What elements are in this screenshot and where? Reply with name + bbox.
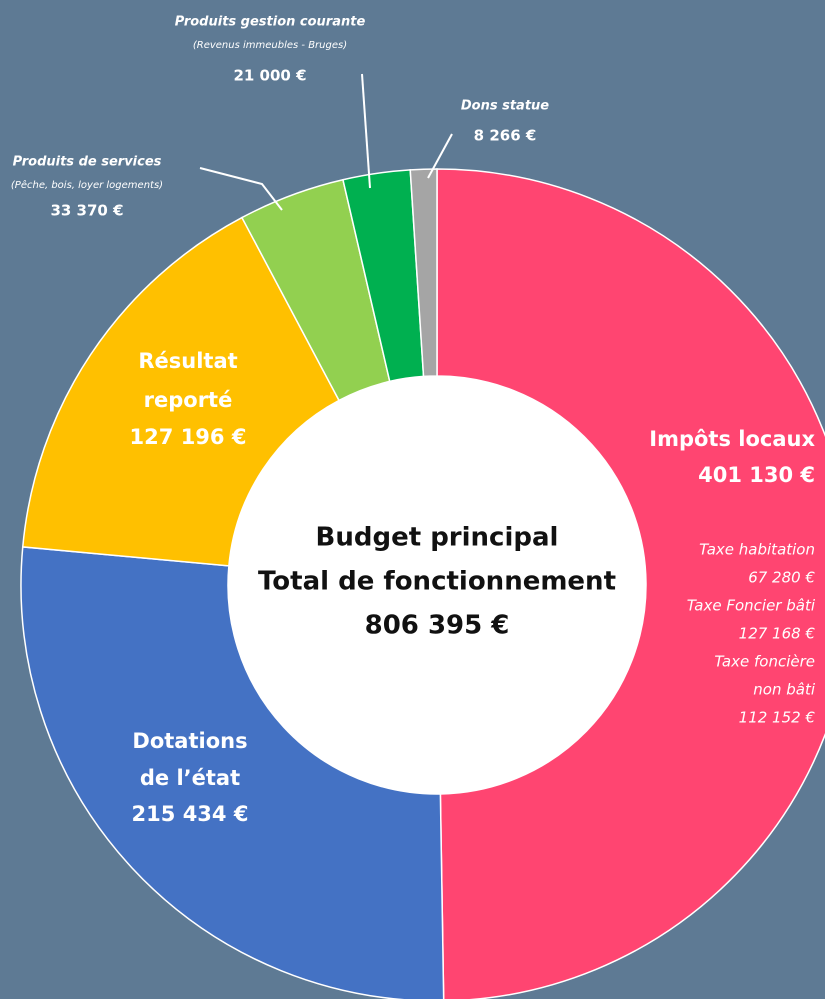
detail-label: Taxe habitation bbox=[699, 541, 815, 559]
center-label: Total de fonctionnement bbox=[258, 567, 616, 597]
slice-label: Dons statue bbox=[461, 99, 549, 114]
detail-label: 67 280 € bbox=[748, 569, 815, 587]
detail-label: 112 152 € bbox=[739, 709, 816, 727]
value-label: 215 434 € bbox=[132, 802, 249, 826]
slice-label: Impôts locaux bbox=[649, 427, 815, 451]
slice bbox=[20, 546, 445, 999]
slice-subtitle: (Pêche, bois, loyer logements) bbox=[11, 179, 163, 191]
slice bbox=[436, 168, 825, 999]
slice-label: Produits de services bbox=[13, 155, 162, 170]
donut-hole bbox=[228, 376, 646, 794]
leader-line bbox=[361, 73, 371, 189]
slice-label: Produits gestion courante bbox=[175, 15, 366, 30]
slice-label: Dotations de l’état bbox=[132, 729, 247, 790]
leader-line bbox=[199, 167, 283, 211]
detail-label: Taxe foncière bbox=[714, 653, 815, 671]
center-label: Budget principal bbox=[316, 523, 559, 553]
value-label: 8 266 € bbox=[474, 127, 537, 145]
detail-label: Taxe Foncier bâti bbox=[687, 597, 816, 615]
slices bbox=[20, 168, 825, 999]
slice-subtitle: (Revenus immeubles - Bruges) bbox=[193, 40, 347, 51]
value-label: 33 370 € bbox=[50, 202, 123, 220]
value-label: 401 130 € bbox=[698, 463, 815, 487]
slice-label: Résultat reporté bbox=[138, 349, 237, 412]
center-label: 806 395 € bbox=[365, 611, 510, 641]
detail-label: non bâti bbox=[753, 681, 816, 699]
value-label: 21 000 € bbox=[233, 67, 306, 85]
leader-line bbox=[427, 133, 453, 179]
value-label: 127 196 € bbox=[130, 425, 247, 449]
detail-label: 127 168 € bbox=[739, 625, 816, 643]
